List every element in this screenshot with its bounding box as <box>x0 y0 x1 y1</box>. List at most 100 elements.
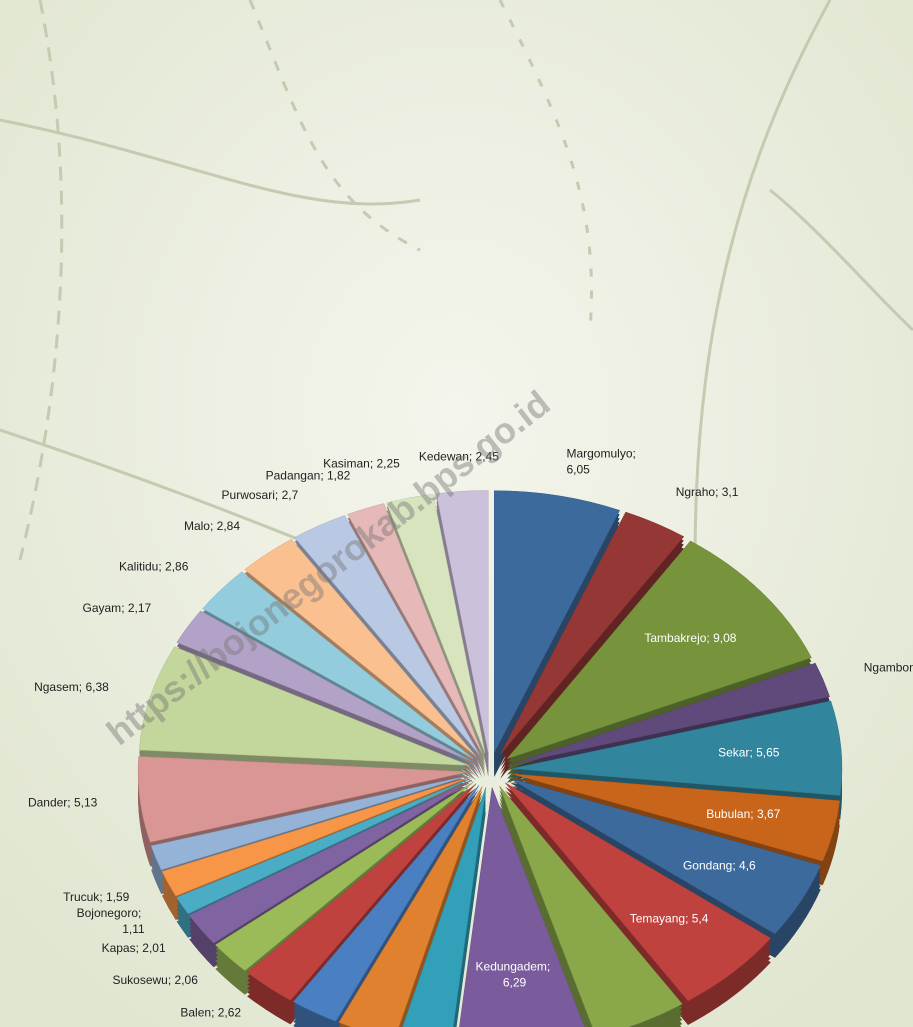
label-category: Bubulan <box>706 807 750 821</box>
label-separator: ; <box>121 601 128 615</box>
label-separator: ; <box>547 959 554 973</box>
data-label: Temayang; 5,4 <box>630 911 709 925</box>
slice-top <box>500 511 685 755</box>
data-label: Sekar; 5,65 <box>718 746 780 760</box>
data-label: Margomulyo; 6,05 <box>566 446 639 476</box>
label-category: Sekar <box>718 746 749 760</box>
label-category: Purwosari <box>222 488 275 502</box>
data-label: Ngasem; 6,38 <box>34 680 109 694</box>
label-value: 2,06 <box>175 973 199 987</box>
label-value: 2,62 <box>218 1006 242 1020</box>
label-category: Gondang <box>683 859 732 873</box>
slice <box>459 787 585 1027</box>
slice-top <box>504 782 772 1002</box>
slice <box>499 785 683 1027</box>
slice-top <box>511 700 843 796</box>
label-separator: ; <box>211 1006 218 1020</box>
slice-top <box>246 783 477 1001</box>
data-label: Kapas; 2,01 <box>102 941 166 955</box>
data-label: Gayam; 2,17 <box>83 601 152 615</box>
slice <box>402 787 487 1027</box>
label-separator: ; <box>469 449 476 463</box>
slice-top <box>506 540 812 760</box>
label-separator: ; <box>67 796 74 810</box>
slice-top <box>150 775 470 871</box>
label-value: 2,84 <box>217 519 241 533</box>
slice-top <box>510 662 830 765</box>
label-value: 5,65 <box>756 746 780 760</box>
label-separator: ; <box>370 457 377 471</box>
label-category: Sukosewu <box>112 973 167 987</box>
label-value: 2,17 <box>128 601 152 615</box>
label-separator: ; <box>136 941 143 955</box>
data-label: Ngambon; 2,1 <box>864 661 913 675</box>
label-value: 2,86 <box>165 560 189 574</box>
slice-top <box>137 756 469 843</box>
label-value: 9,08 <box>713 631 737 645</box>
label-category: Ngambon <box>864 661 913 675</box>
label-separator: ; <box>749 746 756 760</box>
data-label: Purwosari; 2,7 <box>222 488 299 502</box>
slice-top <box>176 610 472 762</box>
slice <box>292 785 480 1027</box>
label-separator: ; <box>210 519 217 533</box>
data-label: Tambakrejo; 9,08 <box>644 631 736 645</box>
label-category: Trucuk <box>63 890 100 904</box>
slice-top <box>511 773 840 862</box>
label-category: Margomulyo <box>566 446 632 460</box>
data-label: Balen; 2,62 <box>180 1006 241 1020</box>
data-label: Trucuk; 1,59 <box>63 890 130 904</box>
slice-top <box>176 778 471 915</box>
slice-top <box>347 503 483 754</box>
label-value: 1,59 <box>106 890 130 904</box>
data-label: Bojonegoro; 1,11 <box>77 906 145 936</box>
label-category: Kasiman <box>323 457 370 471</box>
slice-top <box>436 490 489 753</box>
label-category: Kapas <box>102 941 136 955</box>
slice-top <box>139 646 469 766</box>
label-separator: ; <box>706 631 713 645</box>
label-value: 6,05 <box>566 462 590 476</box>
label-value: 6,38 <box>85 680 109 694</box>
data-label: Bubulan; 3,67 <box>706 807 780 821</box>
label-value: 2,01 <box>142 941 166 955</box>
label-category: Bojonegoro <box>77 906 139 920</box>
label-separator: ; <box>633 446 640 460</box>
label-category: Gayam <box>83 601 122 615</box>
data-label: Kalitidu; 2,86 <box>119 560 189 574</box>
label-value: 2,7 <box>282 488 299 502</box>
slice-top <box>188 779 473 944</box>
label-value: 2,45 <box>476 449 500 463</box>
data-label: Kasiman; 2,25 <box>323 457 400 471</box>
slice <box>139 646 469 790</box>
label-value: 1,82 <box>327 469 351 483</box>
slice-top <box>244 538 477 757</box>
data-label: Ngraho; 3,1 <box>676 485 739 499</box>
label-value: 6,29 <box>503 975 527 989</box>
label-value: 5,4 <box>692 911 709 925</box>
label-separator: ; <box>715 485 722 499</box>
data-label: Dander; 5,13 <box>28 796 98 810</box>
label-separator: ; <box>168 973 175 987</box>
slice-top <box>161 776 471 897</box>
label-category: Ngraho <box>676 485 716 499</box>
data-label: Gondang; 4,6 <box>683 859 756 873</box>
data-label: Malo; 2,84 <box>184 519 240 533</box>
label-separator: ; <box>275 488 282 502</box>
label-separator: ; <box>750 807 757 821</box>
label-value: 2,25 <box>376 457 400 471</box>
label-value: 5,13 <box>74 796 98 810</box>
label-value: 4,6 <box>739 859 756 873</box>
slice-top <box>202 571 474 759</box>
label-separator: ; <box>99 890 106 904</box>
slice <box>338 786 483 1027</box>
slice-top <box>294 515 480 755</box>
slice <box>504 782 772 1025</box>
label-separator: ; <box>138 906 145 920</box>
label-category: Dander <box>28 796 67 810</box>
label-category: Balen <box>180 1006 211 1020</box>
slice-top <box>459 787 585 1027</box>
label-separator: ; <box>685 911 692 925</box>
data-label: Padangan; 1,82 <box>266 469 351 483</box>
